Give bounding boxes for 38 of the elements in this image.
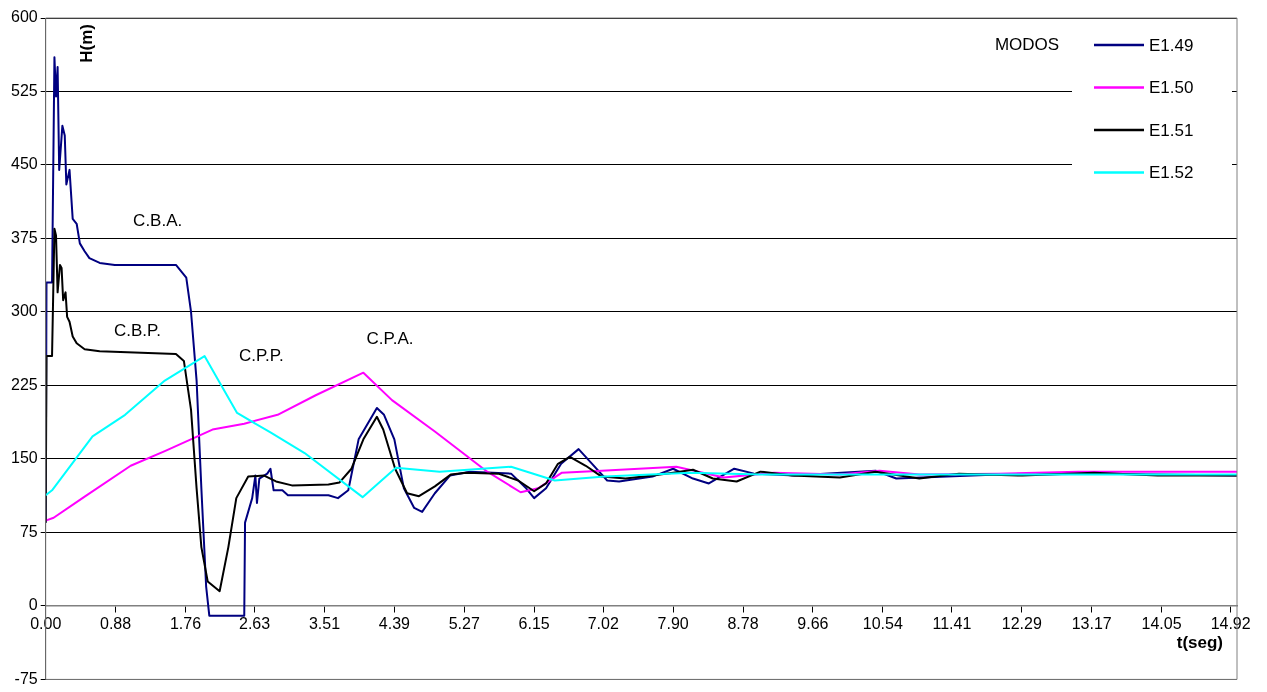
x-tick-label: 5.27 — [448, 614, 480, 632]
annotation: C.B.P. — [113, 320, 161, 340]
x-tick-label: 11.41 — [932, 614, 972, 632]
x-tick-label: 10.54 — [862, 614, 903, 632]
x-tick-label: 1.76 — [169, 614, 202, 632]
y-tick-label: 375 — [10, 228, 38, 246]
y-tick-label: 0 — [28, 596, 38, 614]
x-tick-label: 12.29 — [1001, 614, 1042, 632]
x-tick-label: 14.92 — [1210, 614, 1251, 632]
x-tick-label: 2.63 — [239, 614, 271, 632]
legend-label: E1.52 — [1149, 163, 1194, 183]
y-tick-label: 450 — [10, 155, 38, 173]
x-tick-label: 7.90 — [657, 614, 689, 632]
x-tick-label: 8.78 — [727, 614, 759, 632]
y-tick-label: 525 — [10, 81, 38, 99]
x-tick-label: 7.02 — [587, 614, 619, 632]
legend-label: E1.49 — [1149, 35, 1194, 55]
annotation: C.P.A. — [366, 329, 414, 349]
y-tick-label: 150 — [10, 449, 38, 467]
y-tick-label: -75 — [14, 669, 38, 687]
x-tick-label: 0.88 — [100, 614, 132, 632]
legend-label: E1.51 — [1149, 120, 1194, 140]
x-tick-label: 3.51 — [308, 614, 341, 632]
legend-label: E1.50 — [1149, 78, 1194, 98]
y-axis-title: H(m) — [77, 24, 97, 63]
annotation: C.B.A. — [133, 211, 183, 231]
x-tick-label: 4.39 — [378, 614, 411, 632]
x-tick-label: 14.05 — [1141, 614, 1182, 632]
x-tick-label: 9.66 — [797, 614, 829, 632]
y-tick-label: 300 — [10, 302, 38, 320]
legend-title: MODOS — [994, 34, 1060, 54]
x-axis-title: t(seg) — [1176, 632, 1223, 652]
x-tick-label: 13.17 — [1071, 614, 1112, 632]
y-tick-label: 225 — [10, 375, 38, 393]
annotation: C.P.P. — [238, 346, 284, 366]
y-tick-label: 600 — [10, 8, 38, 26]
y-tick-label: 75 — [19, 522, 38, 540]
x-tick-label: 6.15 — [518, 614, 550, 632]
